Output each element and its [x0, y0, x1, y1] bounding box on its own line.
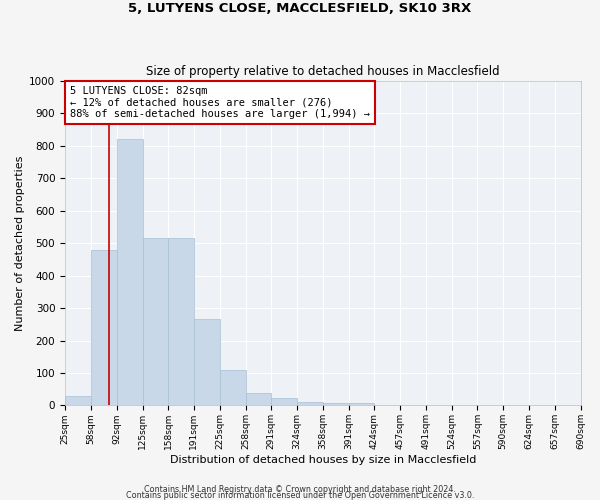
Bar	[194, 320, 220, 406]
Bar	[117, 140, 143, 406]
Bar	[143, 238, 168, 406]
Text: 5 LUTYENS CLOSE: 82sqm
← 12% of detached houses are smaller (276)
88% of semi-de: 5 LUTYENS CLOSE: 82sqm ← 12% of detached…	[70, 86, 370, 119]
Bar	[168, 238, 194, 406]
Bar	[245, 393, 271, 406]
Bar	[349, 403, 374, 406]
Bar	[271, 398, 297, 406]
X-axis label: Distribution of detached houses by size in Macclesfield: Distribution of detached houses by size …	[170, 455, 476, 465]
Text: 5, LUTYENS CLOSE, MACCLESFIELD, SK10 3RX: 5, LUTYENS CLOSE, MACCLESFIELD, SK10 3RX	[128, 2, 472, 16]
Bar	[91, 250, 117, 406]
Text: Contains public sector information licensed under the Open Government Licence v3: Contains public sector information licen…	[126, 490, 474, 500]
Bar	[323, 403, 349, 406]
Bar	[220, 370, 245, 406]
Bar	[65, 396, 91, 406]
Text: Contains HM Land Registry data © Crown copyright and database right 2024.: Contains HM Land Registry data © Crown c…	[144, 485, 456, 494]
Title: Size of property relative to detached houses in Macclesfield: Size of property relative to detached ho…	[146, 66, 500, 78]
Y-axis label: Number of detached properties: Number of detached properties	[15, 156, 25, 331]
Bar	[297, 402, 323, 406]
